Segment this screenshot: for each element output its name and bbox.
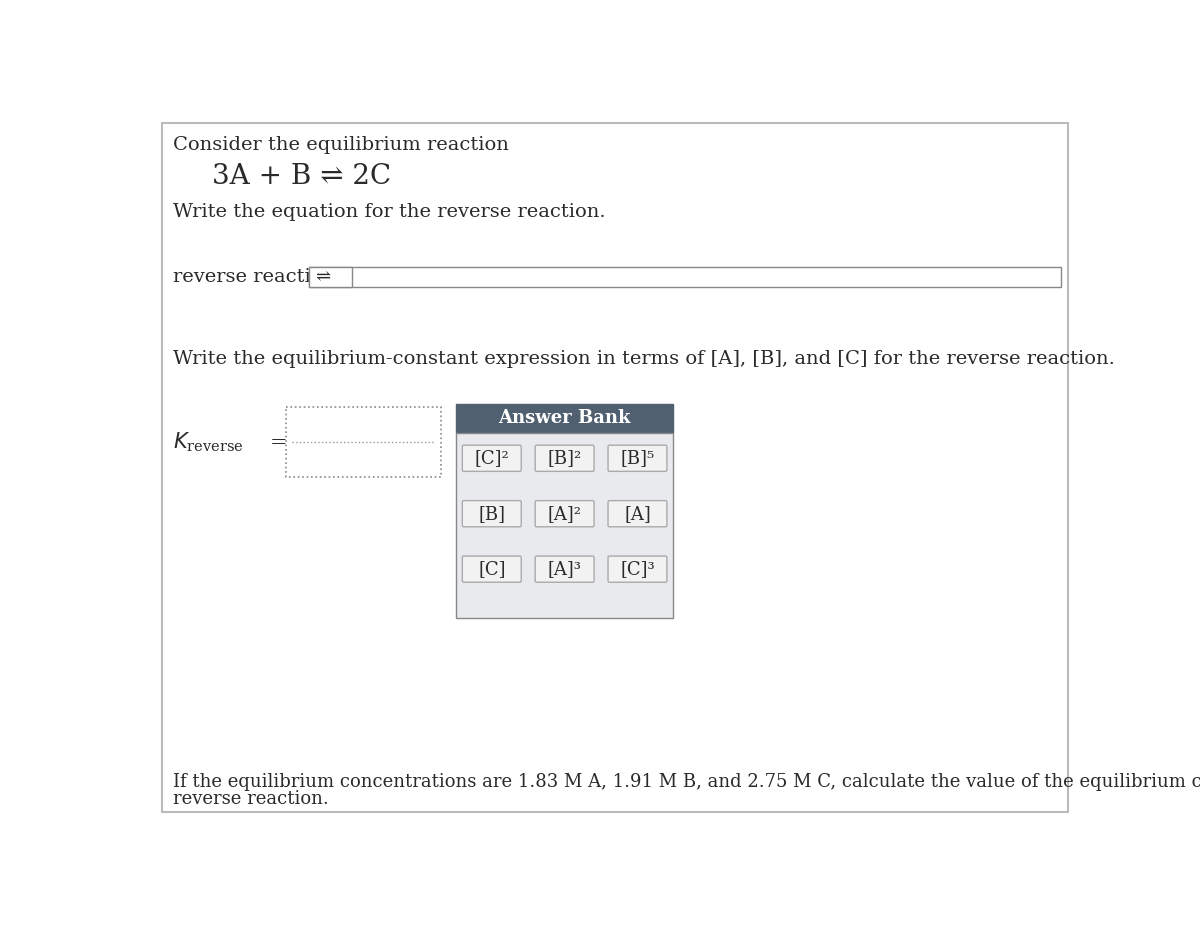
Text: 3A + B ⇌ 2C: 3A + B ⇌ 2C: [212, 164, 391, 191]
Text: [B]²: [B]²: [547, 450, 582, 467]
Bar: [308, 266, 1061, 288]
FancyBboxPatch shape: [462, 556, 521, 582]
FancyBboxPatch shape: [608, 556, 667, 582]
FancyBboxPatch shape: [535, 500, 594, 527]
FancyBboxPatch shape: [535, 556, 594, 582]
Text: [B]: [B]: [479, 505, 505, 523]
Text: [A]³: [A]³: [547, 561, 582, 578]
Text: [C]: [C]: [478, 561, 505, 578]
Bar: [308, 266, 352, 288]
Text: [A]²: [A]²: [547, 505, 582, 523]
Text: [B]⁵: [B]⁵: [620, 450, 655, 467]
Text: reverse reaction.: reverse reaction.: [173, 790, 329, 808]
Text: Write the equilibrium-constant expression in terms of [A], [B], and [C] for the : Write the equilibrium-constant expressio…: [173, 350, 1115, 368]
Bar: [456, 433, 673, 618]
Text: Answer Bank: Answer Bank: [498, 409, 631, 427]
Text: [A]: [A]: [624, 505, 650, 523]
Text: ⇌: ⇌: [316, 267, 330, 286]
Text: =: =: [270, 433, 288, 451]
Bar: [456, 403, 673, 433]
FancyBboxPatch shape: [535, 445, 594, 472]
Text: Consider the equilibrium reaction: Consider the equilibrium reaction: [173, 136, 509, 154]
FancyBboxPatch shape: [608, 445, 667, 472]
Text: Write the equation for the reverse reaction.: Write the equation for the reverse react…: [173, 204, 606, 221]
Text: $K_\mathregular{reverse}$: $K_\mathregular{reverse}$: [173, 430, 244, 454]
Text: If the equilibrium concentrations are 1.83 M A, 1.91 M B, and 2.75 M C, calculat: If the equilibrium concentrations are 1.…: [173, 773, 1200, 791]
Text: [C]³: [C]³: [620, 561, 655, 578]
Text: [C]²: [C]²: [474, 450, 509, 467]
Bar: [286, 407, 440, 476]
FancyBboxPatch shape: [608, 500, 667, 527]
FancyBboxPatch shape: [462, 500, 521, 527]
FancyBboxPatch shape: [462, 445, 521, 472]
Text: reverse reaction:: reverse reaction:: [173, 267, 342, 286]
